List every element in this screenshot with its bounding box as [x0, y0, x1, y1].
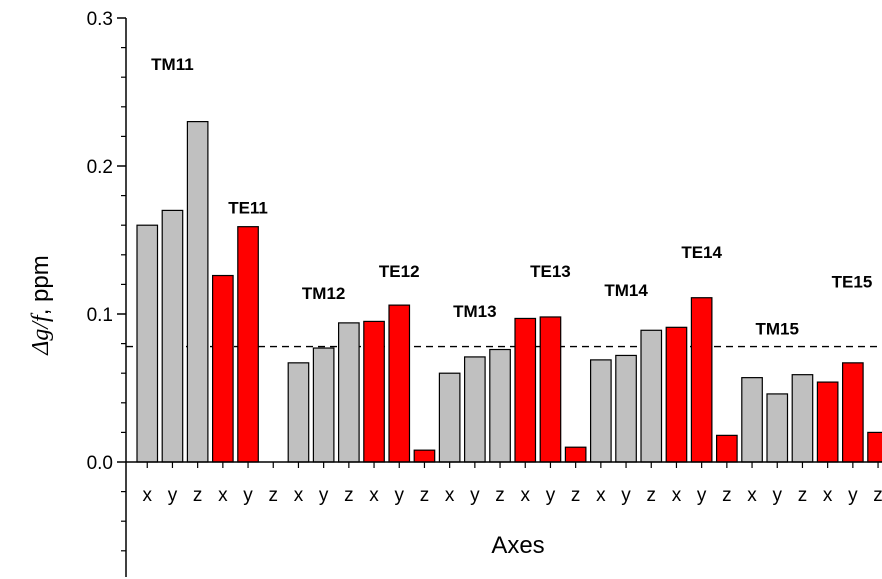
x-tick-label: y	[546, 485, 556, 506]
bar-te13-x	[514, 317, 537, 463]
x-tick-label: y	[773, 485, 783, 506]
x-tick-label: x	[445, 485, 455, 506]
axes: 0.00.10.20.3x y z x y z x y z x y z x y z x y z x y z x y z x y z x…	[87, 9, 882, 577]
group-label-te13: TE13	[530, 262, 571, 281]
bar-te15-x	[816, 381, 839, 463]
x-tick-label: y	[243, 485, 253, 506]
x-tick-label: y	[395, 485, 405, 506]
x-tick-label: z	[193, 485, 203, 506]
x-tick-label: z	[873, 485, 882, 506]
bar-tm15-y	[766, 393, 789, 463]
bar-te12-z	[413, 449, 436, 463]
x-tick-label: x	[294, 485, 304, 506]
bar-tm11-y	[161, 209, 184, 463]
bar-te11-y	[237, 226, 259, 463]
group-label-tm13: TM13	[453, 302, 496, 321]
bar-tm11-z	[186, 120, 209, 463]
bar-tm14-y	[615, 354, 637, 463]
x-tick-label: y	[319, 485, 329, 506]
bar-tm11-x	[136, 224, 159, 463]
x-tick-label: x	[596, 485, 606, 506]
bar-te12-y	[388, 304, 411, 463]
bar-tm13-y	[464, 356, 486, 463]
bar-tm12-x	[287, 362, 310, 463]
x-tick-label: z	[495, 485, 505, 506]
bar-te14-x	[665, 326, 688, 463]
group-label-te11: TE11	[228, 198, 268, 217]
bar-te13-y	[539, 316, 562, 463]
bar-tm15-z	[791, 374, 814, 463]
bar-tm15-x	[741, 377, 763, 463]
x-tick-label: z	[647, 485, 657, 506]
bar-te14-y	[690, 297, 713, 463]
x-tick-label: z	[269, 485, 279, 506]
x-tick-label: x	[521, 485, 531, 506]
x-tick-label: x	[369, 485, 379, 506]
bar-tm14-z	[640, 329, 663, 463]
x-tick-label: y	[697, 485, 707, 506]
y-axis-title: Δg/f, ppm	[27, 255, 54, 355]
bar-tm13-x	[438, 372, 461, 463]
bar-tm14-x	[589, 359, 612, 463]
group-label-tm11: TM11	[151, 55, 194, 74]
y-axis-title-unit: , ppm	[27, 255, 54, 315]
x-tick-label: y	[621, 485, 631, 506]
x-tick-label: y	[470, 485, 480, 506]
bars-layer	[136, 120, 882, 463]
group-label-te14: TE14	[681, 243, 722, 262]
x-tick-label: x	[747, 485, 757, 506]
x-tick-label: x	[218, 485, 228, 506]
group-label-te15: TE15	[832, 272, 873, 291]
x-tick-label: z	[344, 485, 354, 506]
bar-te11-x	[212, 274, 234, 463]
x-tick-label: z	[571, 485, 581, 506]
y-tick-label: 0.0	[87, 453, 113, 474]
bar-te15-y	[841, 362, 864, 463]
group-label-tm14: TM14	[604, 281, 648, 300]
x-tick-label: x	[823, 485, 833, 506]
x-tick-label: x	[143, 485, 153, 506]
group-label-te12: TE12	[379, 262, 420, 281]
group-label-tm15: TM15	[756, 320, 799, 339]
x-tick-label: z	[420, 485, 430, 506]
bar-tm12-y	[312, 347, 335, 463]
bar-te15-z	[867, 431, 882, 463]
y-tick-label: 0.3	[87, 9, 113, 30]
x-tick-label: y	[848, 485, 858, 506]
bar-tm13-z	[489, 348, 511, 463]
x-axis-title: Axes	[491, 532, 544, 559]
bar-te14-z	[715, 434, 738, 463]
bar-tm12-z	[338, 322, 360, 463]
y-tick-label: 0.1	[87, 305, 113, 326]
x-tick-label: z	[722, 485, 732, 506]
x-tick-label: x	[672, 485, 682, 506]
group-label-tm12: TM12	[302, 284, 345, 303]
y-tick-label: 0.2	[87, 157, 113, 178]
bar-te12-x	[363, 320, 385, 463]
labels-layer: TM11 TE11 TM12 TE12 TM13 TE13 TM14 TE14 TM15 TE15	[151, 55, 872, 339]
x-tick-label: y	[168, 485, 178, 506]
bar-te13-z	[564, 446, 587, 463]
x-tick-label: z	[798, 485, 808, 506]
y-axis-title-main: Δg/f	[28, 312, 54, 356]
